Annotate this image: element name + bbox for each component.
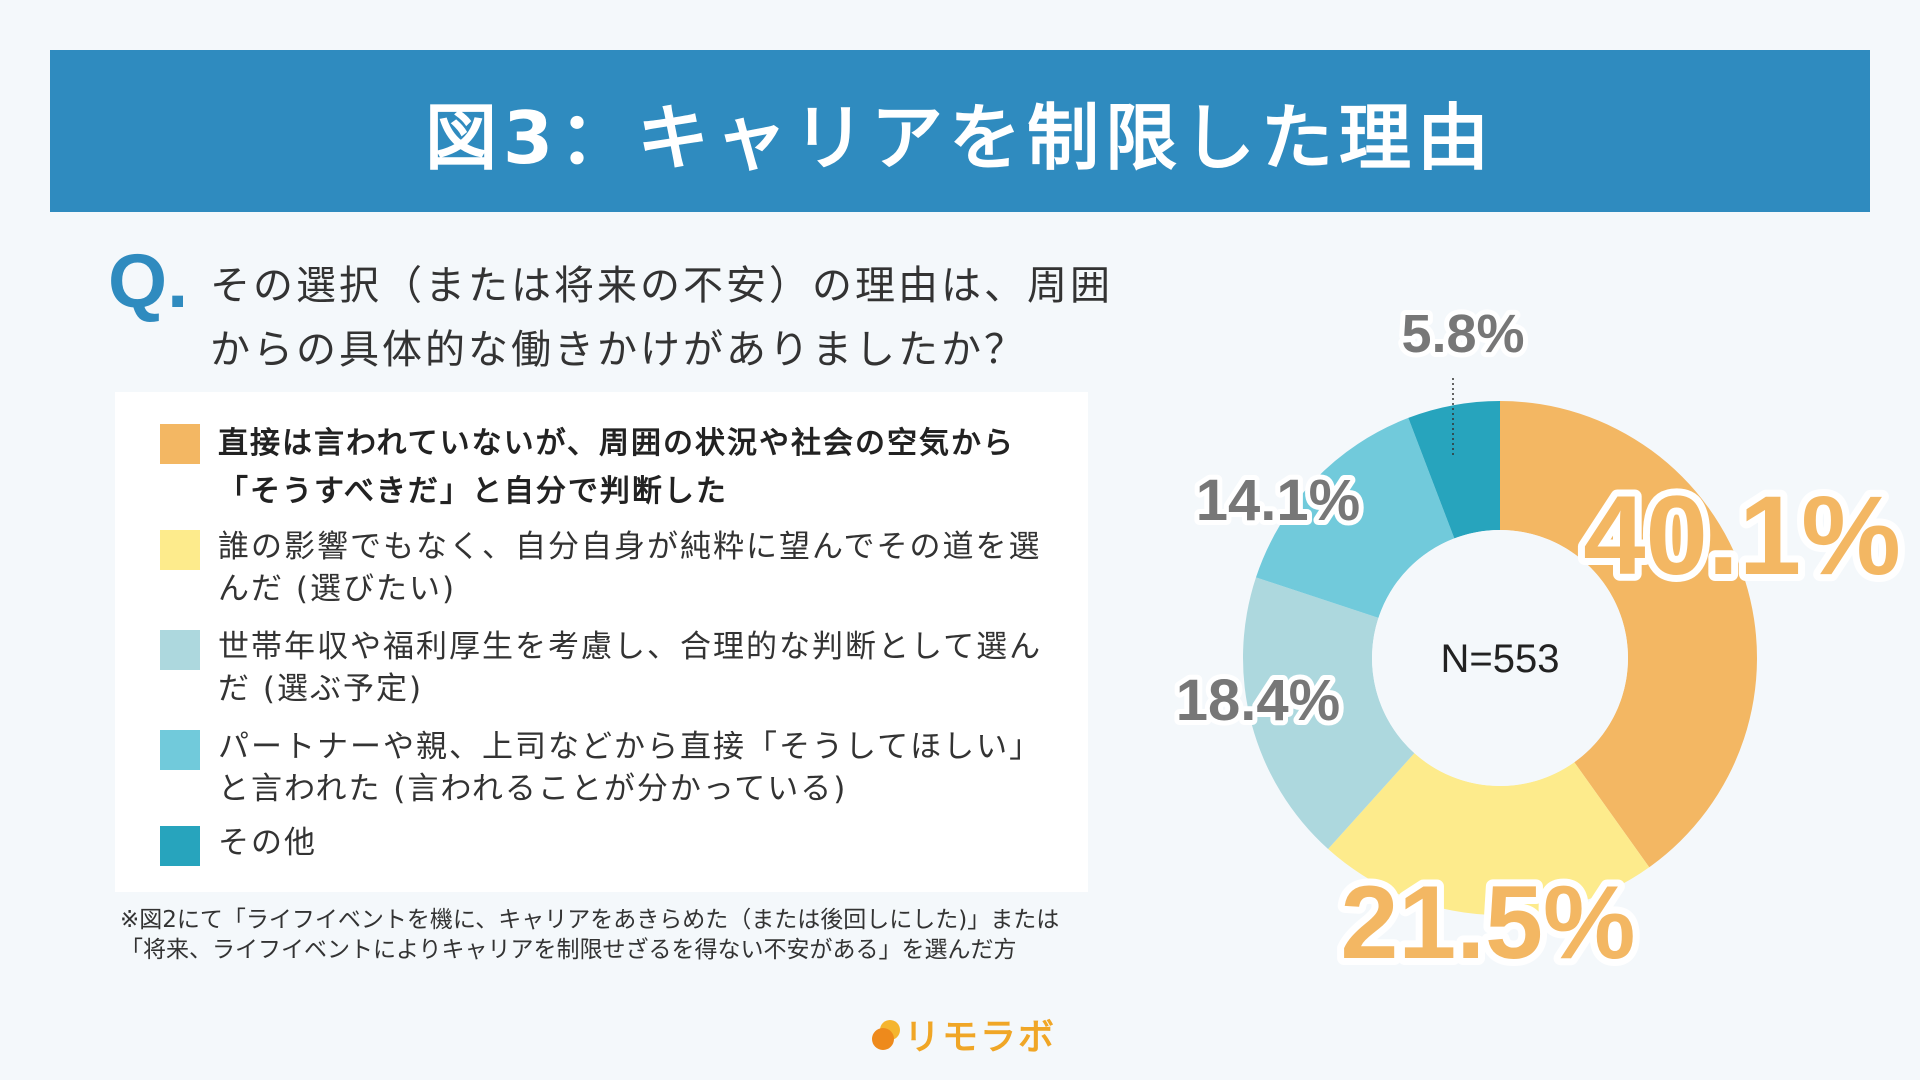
- footnote: ※図2にて「ライフイベントを機に、キャリアをあきらめた（または後回しにした)」ま…: [120, 907, 1060, 963]
- data-label-2: 18.4%: [1176, 668, 1340, 733]
- legend-item: 誰の影響でもなく、自分自身が純粋に望んでその道を選んだ (選びたい): [160, 526, 1068, 610]
- legend-item: 直接は言われていないが、周囲の状況や社会の空気から「そうすべきだ」と自分で判断し…: [160, 420, 1038, 516]
- data-label-1: 21.5%: [1341, 865, 1636, 981]
- legend-swatch: [160, 826, 200, 866]
- donut-slice-2: [1243, 577, 1415, 850]
- legend-label: パートナーや親、上司などから直接「そうしてほしい」と言われた (言われることが分…: [218, 729, 1043, 807]
- legend-label: その他: [218, 825, 317, 861]
- data-label-3: 14.1%: [1196, 468, 1360, 533]
- legend-item: その他: [160, 822, 1068, 866]
- legend-swatch: [160, 730, 200, 770]
- logo-text: リモラボ: [904, 1017, 1057, 1058]
- legend-swatch: [160, 424, 200, 464]
- donut-slice-4: [1408, 401, 1500, 539]
- data-label-0: 40.1%: [1583, 473, 1901, 598]
- center-label: N=553: [1441, 637, 1560, 681]
- question-line-2: からの具体的な働きかけがありましたか？: [210, 327, 1027, 373]
- question-line-1: その選択（または将来の不安）の理由は、周囲: [210, 263, 1113, 309]
- donut-hole: [1372, 530, 1628, 786]
- question-text: その選択（または将来の不安）の理由は、周囲 からの具体的な働きかけがありましたか…: [210, 254, 1113, 382]
- logo-dots-icon: [872, 1020, 900, 1050]
- legend-swatch: [160, 630, 200, 670]
- legend-item: 世帯年収や福利厚生を考慮し、合理的な判断として選んだ (選ぶ予定): [160, 626, 1068, 710]
- donut-slice-0: [1500, 401, 1758, 868]
- page-title: 図3：キャリアを制限した理由: [424, 95, 1496, 180]
- donut-slice-3: [1255, 417, 1455, 618]
- legend-label: 直接は言われていないが、周囲の状況や社会の空気から「そうすべきだ」と自分で判断し…: [218, 426, 1015, 509]
- legend-label: 誰の影響でもなく、自分自身が純粋に望んでその道を選んだ (選びたい): [218, 529, 1042, 607]
- q-mark: Q.: [108, 239, 189, 324]
- legend-item: パートナーや親、上司などから直接「そうしてほしい」と言われた (言われることが分…: [160, 726, 1068, 810]
- title-banner: 図3：キャリアを制限した理由: [50, 50, 1870, 212]
- legend: 直接は言われていないが、周囲の状況や社会の空気から「そうすべきだ」と自分で判断し…: [115, 392, 1088, 892]
- logo: リモラボ: [870, 1008, 1056, 1060]
- legend-swatch: [160, 530, 200, 570]
- legend-label: 世帯年収や福利厚生を考慮し、合理的な判断として選んだ (選ぶ予定): [218, 629, 1043, 707]
- data-label-4: 5.8%: [1401, 304, 1524, 364]
- donut-slice-1: [1328, 753, 1650, 916]
